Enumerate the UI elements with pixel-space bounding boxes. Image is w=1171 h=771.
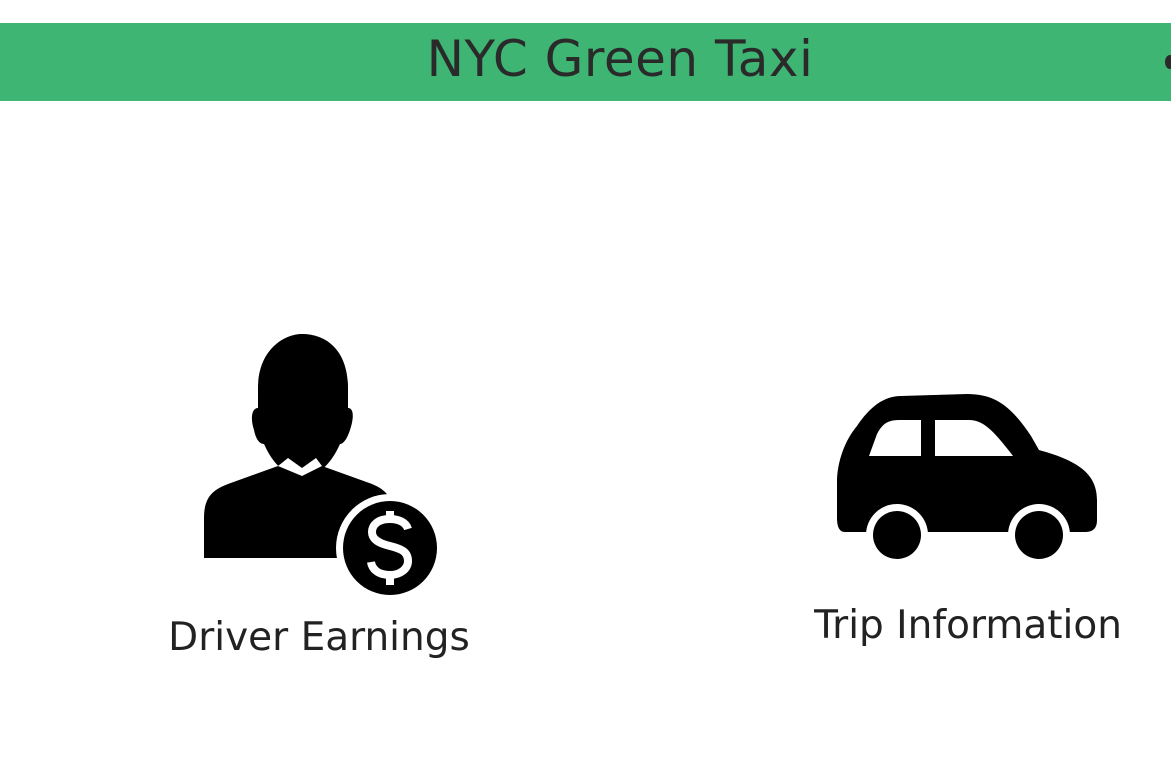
driver-earnings-label: Driver Earnings [168,615,470,660]
trip-information-label: Trip Information [814,603,1122,648]
header-edge-mark [1165,55,1171,69]
car-icon [837,394,1097,564]
driver-earnings-icon [204,334,440,596]
trip-information-button[interactable]: Trip Information [790,380,1160,670]
title-bar [0,23,1171,101]
report-title: NYC Green Taxi [426,30,814,88]
driver-earnings-button[interactable]: Driver Earnings [140,320,500,670]
